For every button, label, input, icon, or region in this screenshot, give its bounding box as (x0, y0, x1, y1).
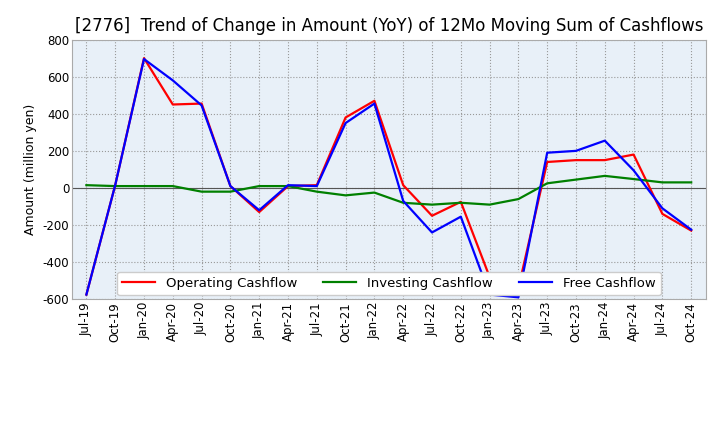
Operating Cashflow (399, 183, 408, 188)
Operating Cashflow (658, 211, 667, 216)
Free Cashflow (255, 208, 264, 213)
Investing Cashflow (658, 180, 667, 185)
Free Cashflow (341, 121, 350, 126)
Free Cashflow (600, 138, 609, 143)
Operating Cashflow (456, 199, 465, 205)
Free Cashflow (428, 230, 436, 235)
Operating Cashflow (140, 55, 148, 61)
Investing Cashflow (485, 202, 494, 207)
Operating Cashflow (600, 158, 609, 163)
Operating Cashflow (312, 183, 321, 188)
Operating Cashflow (226, 183, 235, 189)
Free Cashflow (399, 198, 408, 204)
Investing Cashflow (514, 196, 523, 202)
Investing Cashflow (312, 189, 321, 194)
Free Cashflow (456, 214, 465, 219)
Investing Cashflow (284, 183, 292, 189)
Free Cashflow (82, 292, 91, 297)
Line: Operating Cashflow: Operating Cashflow (86, 58, 691, 294)
Line: Investing Cashflow: Investing Cashflow (86, 176, 691, 205)
Investing Cashflow (197, 189, 206, 194)
Free Cashflow (514, 295, 523, 300)
Operating Cashflow (197, 101, 206, 106)
Free Cashflow (197, 103, 206, 108)
Operating Cashflow (629, 152, 638, 157)
Operating Cashflow (514, 286, 523, 291)
Y-axis label: Amount (million yen): Amount (million yen) (24, 104, 37, 235)
Free Cashflow (140, 56, 148, 62)
Operating Cashflow (687, 228, 696, 233)
Investing Cashflow (572, 177, 580, 182)
Operating Cashflow (572, 158, 580, 163)
Investing Cashflow (428, 202, 436, 207)
Legend: Operating Cashflow, Investing Cashflow, Free Cashflow: Operating Cashflow, Investing Cashflow, … (117, 271, 661, 295)
Investing Cashflow (687, 180, 696, 185)
Investing Cashflow (600, 173, 609, 179)
Investing Cashflow (456, 200, 465, 205)
Operating Cashflow (111, 183, 120, 188)
Free Cashflow (687, 227, 696, 232)
Free Cashflow (572, 148, 580, 154)
Free Cashflow (284, 183, 292, 188)
Free Cashflow (111, 183, 120, 188)
Investing Cashflow (168, 183, 177, 189)
Investing Cashflow (399, 200, 408, 205)
Investing Cashflow (629, 176, 638, 182)
Free Cashflow (370, 101, 379, 106)
Free Cashflow (312, 183, 321, 189)
Investing Cashflow (226, 189, 235, 194)
Investing Cashflow (140, 183, 148, 189)
Operating Cashflow (543, 159, 552, 165)
Free Cashflow (543, 150, 552, 155)
Operating Cashflow (341, 115, 350, 120)
Investing Cashflow (543, 181, 552, 186)
Operating Cashflow (284, 183, 292, 189)
Operating Cashflow (168, 102, 177, 107)
Investing Cashflow (111, 183, 120, 189)
Investing Cashflow (370, 190, 379, 195)
Operating Cashflow (82, 292, 91, 297)
Investing Cashflow (341, 193, 350, 198)
Operating Cashflow (370, 98, 379, 103)
Title: [2776]  Trend of Change in Amount (YoY) of 12Mo Moving Sum of Cashflows: [2776] Trend of Change in Amount (YoY) o… (75, 17, 703, 35)
Operating Cashflow (255, 209, 264, 215)
Free Cashflow (485, 292, 494, 297)
Line: Free Cashflow: Free Cashflow (86, 59, 691, 297)
Free Cashflow (226, 183, 235, 189)
Investing Cashflow (255, 183, 264, 189)
Free Cashflow (168, 78, 177, 83)
Free Cashflow (658, 205, 667, 211)
Operating Cashflow (428, 213, 436, 218)
Investing Cashflow (82, 183, 91, 188)
Free Cashflow (629, 168, 638, 173)
Operating Cashflow (485, 274, 494, 279)
